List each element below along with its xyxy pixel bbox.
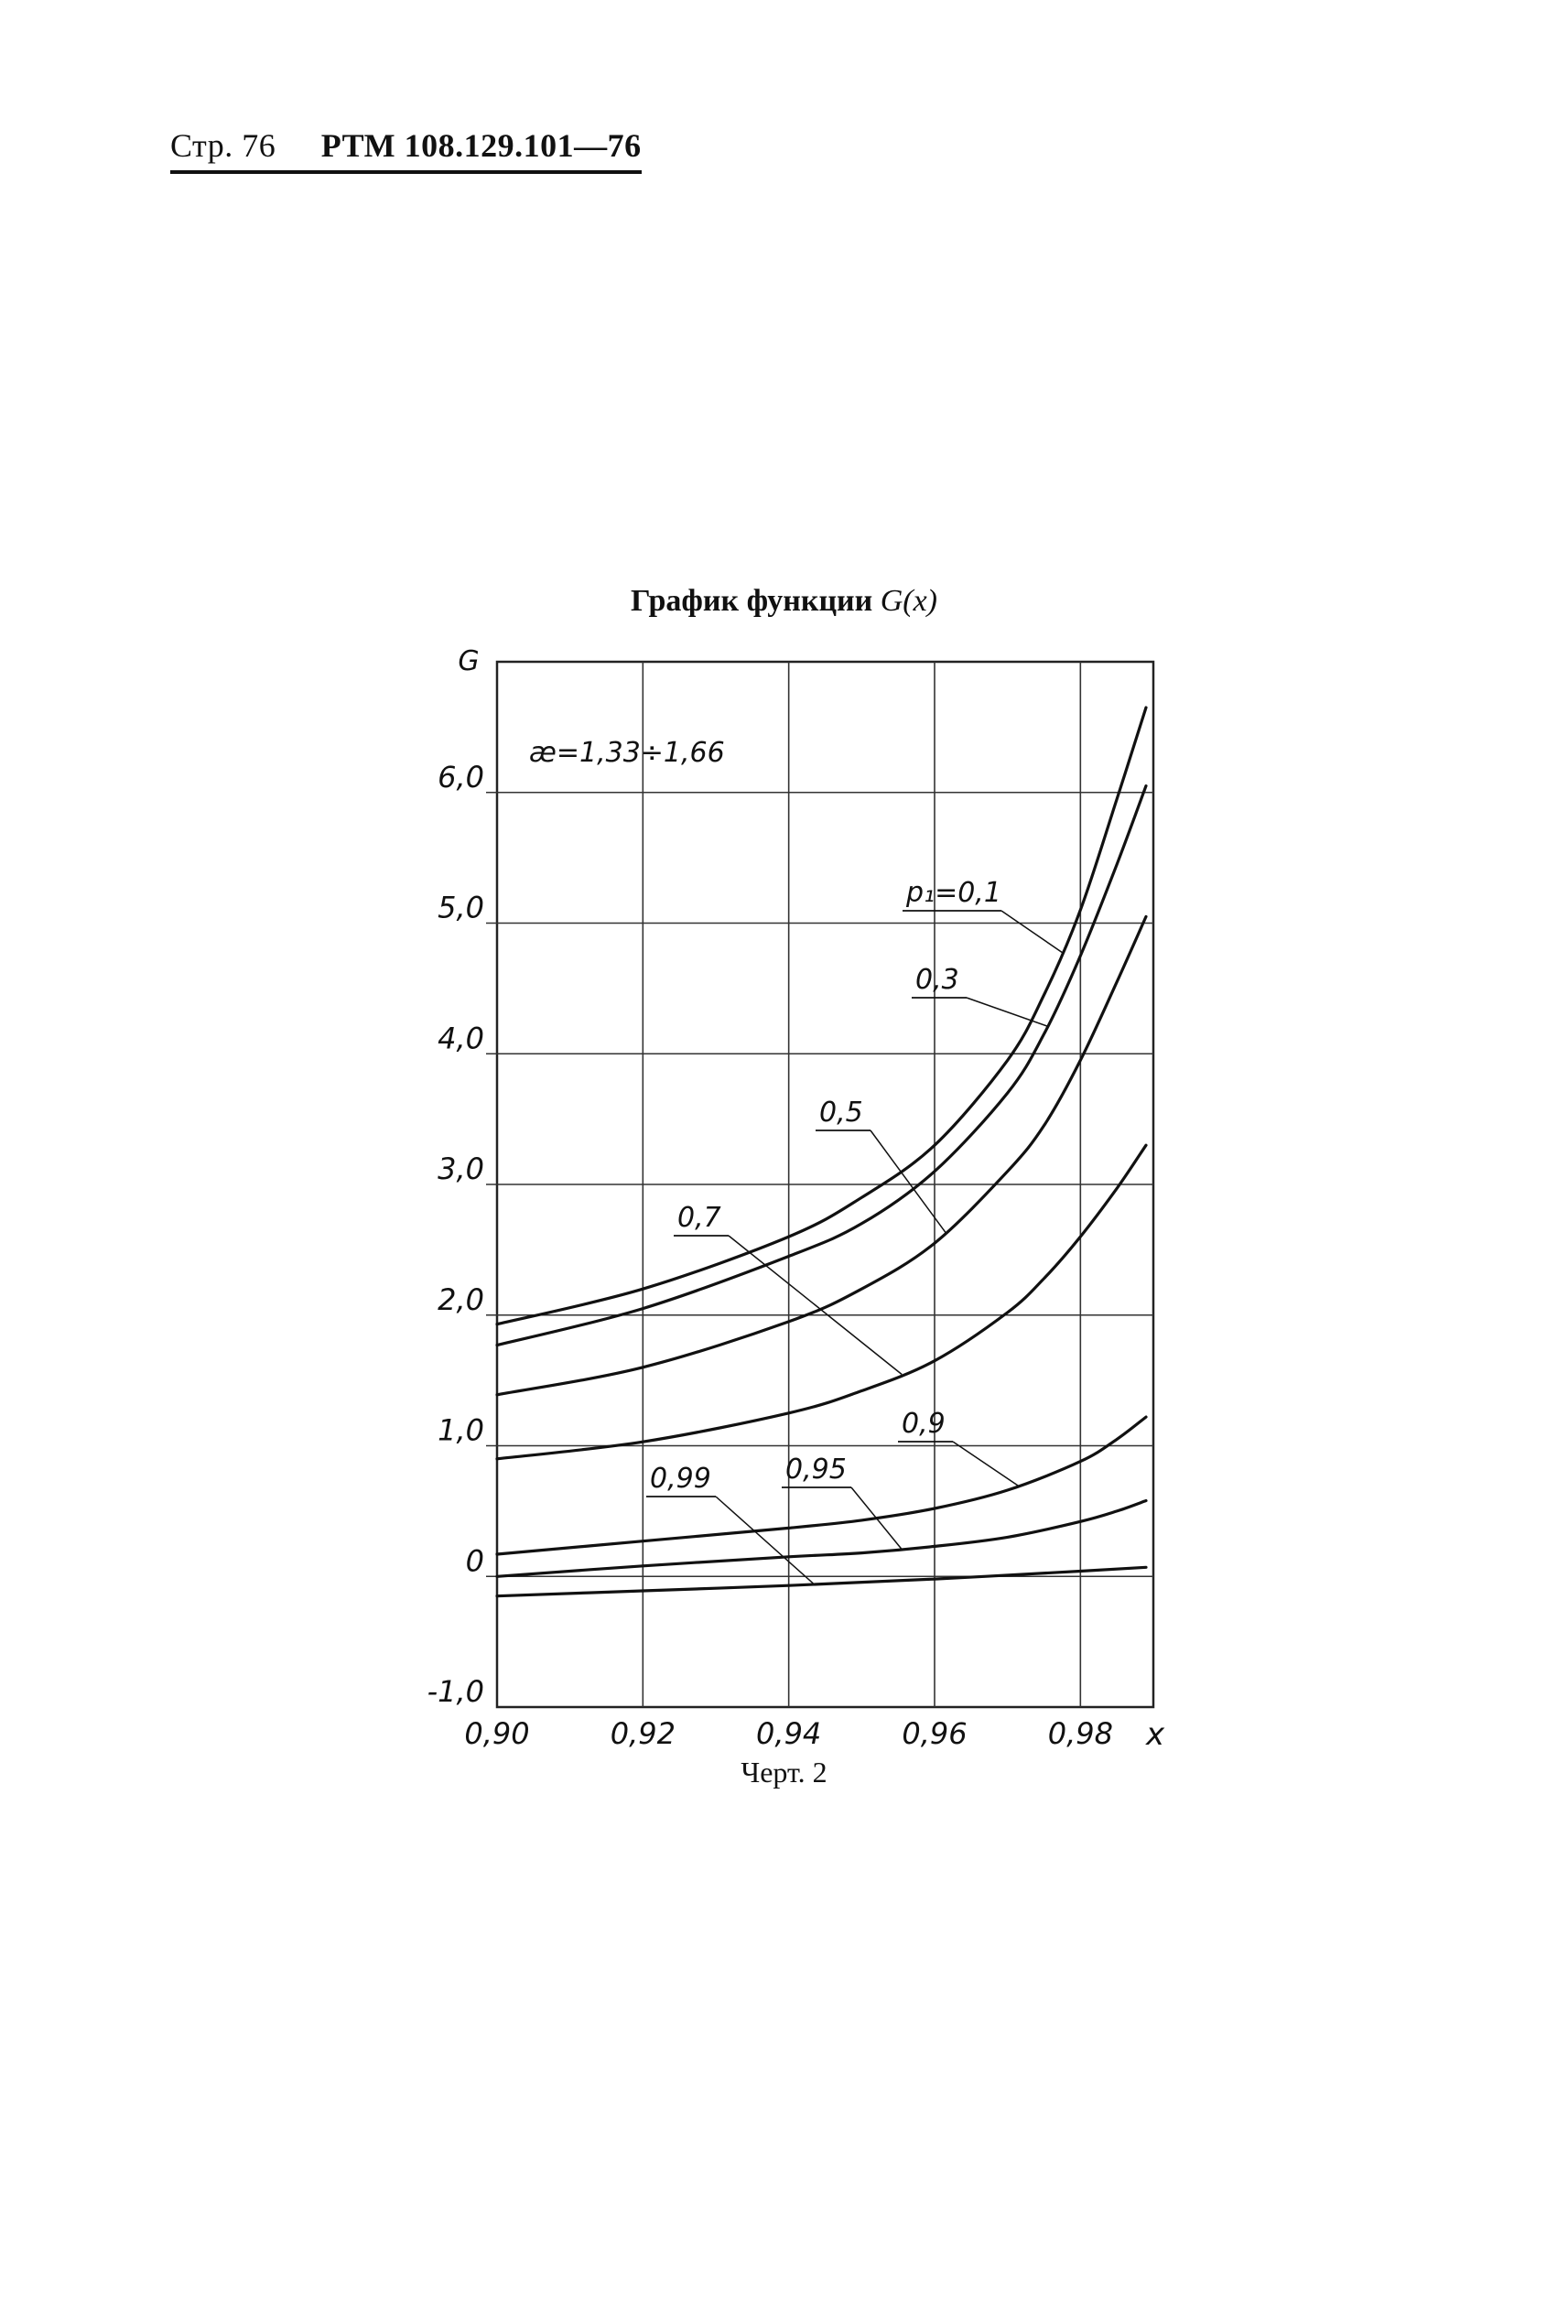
series-leader-line xyxy=(728,1235,903,1376)
series-label: 0,9 xyxy=(902,1408,946,1440)
series-label: 0,99 xyxy=(650,1463,711,1495)
series-leader-line xyxy=(966,997,1048,1027)
x-tick-label: 0,92 xyxy=(611,1716,676,1751)
figure-caption: Черт. 2 xyxy=(741,1756,827,1789)
y-tick-label: -1,0 xyxy=(427,1674,484,1709)
y-tick-label: 4,0 xyxy=(438,1021,484,1055)
series-label: 0,7 xyxy=(677,1202,721,1234)
curves xyxy=(495,706,1148,1598)
y-axis-title: G xyxy=(458,645,479,677)
y-tick-label: 0 xyxy=(466,1543,484,1578)
chart-title-prefix: График функции xyxy=(630,584,873,618)
x-tick-label: 0,90 xyxy=(464,1716,529,1751)
page-header: Стр. 76 РТМ 108.129.101—76 xyxy=(170,126,642,174)
series-label: 0,95 xyxy=(785,1454,847,1486)
chart-title: График функции G(x) xyxy=(0,584,1568,619)
series-leader-line xyxy=(952,1441,1020,1486)
series-curve xyxy=(495,1565,1148,1598)
y-tick-label: 1,0 xyxy=(438,1413,484,1448)
x-tick-label: 0,96 xyxy=(902,1716,967,1751)
y-tick-label: 3,0 xyxy=(438,1151,484,1186)
series-label: 0,3 xyxy=(915,964,959,996)
grid xyxy=(486,660,1155,1709)
series-leader-line xyxy=(850,1486,903,1551)
series-curve xyxy=(495,706,1148,1326)
curve-labels: p₁=0,1 0,3 0,5 0,7 0,9 0,95 0,99 xyxy=(646,877,1063,1585)
y-tick-label: 5,0 xyxy=(438,891,484,925)
series-leader-line xyxy=(870,1130,946,1233)
x-tick-label: 0,94 xyxy=(756,1716,821,1751)
kappa-annotation: æ=1,33÷1,66 xyxy=(529,737,725,769)
series-label: 0,5 xyxy=(819,1097,863,1129)
series-curve xyxy=(495,1498,1148,1578)
page-number: Стр. 76 xyxy=(170,127,276,164)
series-curve xyxy=(495,1415,1148,1556)
x-tick-label: 0,98 xyxy=(1048,1716,1113,1751)
document-code: РТМ 108.129.101—76 xyxy=(320,127,642,164)
y-tick-label: 6,0 xyxy=(438,760,484,794)
series-label: p₁=0,1 xyxy=(905,877,1001,909)
tick-labels: 0,90 0,92 0,94 0,96 0,98 -1,0 0 1,0 2,0 3,0 4,0 5,0… xyxy=(427,760,1113,1751)
chart-title-function: G(x) xyxy=(880,584,938,618)
series-leader-line xyxy=(715,1496,816,1585)
series-curve xyxy=(495,1143,1148,1461)
series-curve xyxy=(495,914,1148,1397)
series-leader-line xyxy=(1000,910,1063,954)
series-curve xyxy=(495,784,1148,1347)
y-tick-label: 2,0 xyxy=(438,1282,484,1317)
x-axis-title: x xyxy=(1145,1716,1165,1753)
